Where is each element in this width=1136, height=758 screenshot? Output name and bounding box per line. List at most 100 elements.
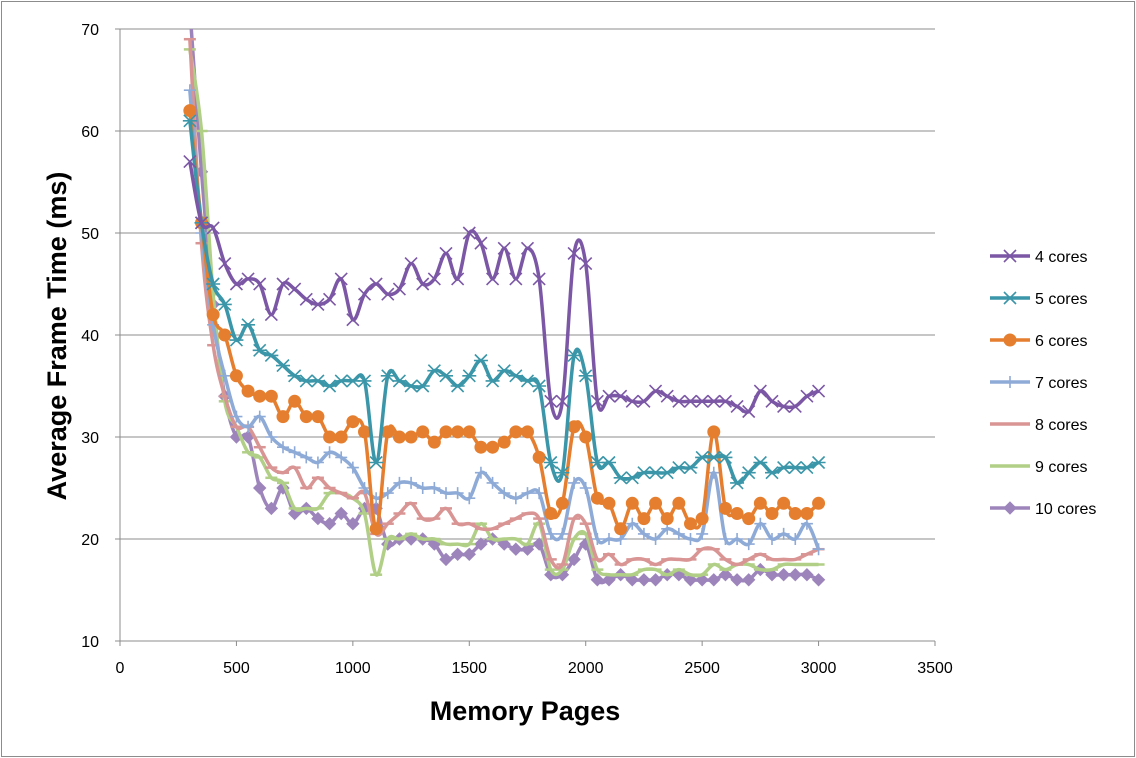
data-point [660, 512, 674, 526]
legend-label: 8 cores [1035, 417, 1087, 434]
data-point [427, 435, 441, 449]
legend: 4 cores 5 cores 6 cores 7 cores 8 cores 9 cor… [990, 249, 1096, 518]
data-point [766, 533, 778, 545]
data-point [253, 389, 267, 403]
data-point [416, 425, 430, 439]
data-point [253, 481, 267, 495]
data-point [533, 487, 546, 500]
data-point [742, 538, 755, 551]
data-point [753, 455, 768, 470]
legend-label: 6 cores [1035, 333, 1087, 350]
data-point [625, 573, 639, 587]
data-point [602, 496, 616, 510]
data-point [800, 567, 814, 582]
data-point [567, 420, 581, 434]
series-8-cores [183, 37, 825, 570]
data-point [264, 348, 279, 362]
legend-label: 9 cores [1035, 459, 1087, 476]
series-5-cores [182, 114, 826, 490]
data-point [451, 272, 465, 286]
data-point [777, 496, 791, 510]
data-point [369, 455, 384, 470]
data-point [288, 394, 302, 408]
data-point [322, 516, 337, 531]
data-point [439, 369, 453, 383]
data-point [416, 277, 430, 291]
data-point [625, 394, 639, 408]
data-point [474, 466, 487, 479]
data-point [683, 461, 698, 475]
data-point [264, 389, 278, 403]
data-point [800, 389, 814, 403]
data-point [242, 420, 255, 433]
data-point [684, 517, 697, 531]
data-point [474, 537, 488, 551]
data-point [555, 394, 569, 408]
data-point [323, 430, 337, 444]
data-point [311, 410, 325, 424]
data-point [649, 496, 663, 510]
data-point [812, 496, 826, 510]
data-point [625, 471, 640, 485]
y-axis-title: Average Frame Time (ms) [42, 172, 72, 501]
data-point [637, 573, 651, 587]
x-axis-title: Memory Pages [430, 696, 621, 726]
data-point [183, 104, 197, 118]
data-point [578, 369, 593, 383]
data-point [300, 451, 313, 464]
data-point [357, 287, 372, 301]
series-line [188, 110, 820, 531]
data-point [439, 246, 453, 260]
data-point [334, 430, 348, 444]
data-point [555, 496, 569, 510]
data-point [695, 512, 709, 526]
data-point [288, 282, 302, 296]
data-point [567, 246, 581, 260]
data-point [555, 466, 570, 480]
data-point [718, 501, 732, 515]
data-point [789, 533, 802, 545]
data-point [602, 455, 616, 470]
data-point [730, 476, 745, 490]
series-line [188, 90, 821, 550]
data-point [369, 522, 383, 536]
data-point [508, 369, 523, 383]
legend-item: 5 cores [990, 291, 1087, 308]
data-point [439, 552, 453, 567]
data-point [649, 384, 663, 398]
data-point [718, 394, 732, 408]
data-point [741, 466, 756, 480]
y-tick-label: 40 [81, 328, 99, 345]
data-point [811, 573, 826, 587]
data-point [393, 476, 406, 489]
x-tick-label: 1000 [335, 660, 371, 677]
data-point [520, 374, 535, 388]
data-point [311, 511, 325, 526]
data-point [253, 410, 266, 423]
data-point [602, 573, 616, 587]
data-point [486, 272, 500, 286]
data-point [229, 277, 243, 291]
data-point [381, 487, 394, 500]
data-point [812, 384, 826, 398]
x-tick-label: 3000 [801, 660, 837, 677]
data-point [707, 425, 721, 439]
legend-item: 7 cores [990, 375, 1087, 392]
data-point [206, 221, 220, 235]
data-point [707, 466, 720, 479]
data-point [567, 348, 582, 362]
data-point [660, 466, 675, 480]
data-point [579, 257, 593, 271]
data-point [450, 379, 465, 393]
data-point [497, 364, 512, 378]
legend-item: 6 cores [990, 333, 1087, 350]
data-point [696, 527, 709, 540]
data-point [462, 369, 477, 383]
data-point [544, 507, 558, 520]
data-point [579, 482, 592, 494]
data-point [543, 455, 558, 470]
data-point [509, 492, 522, 505]
data-point [229, 369, 243, 383]
data-point [520, 241, 535, 255]
